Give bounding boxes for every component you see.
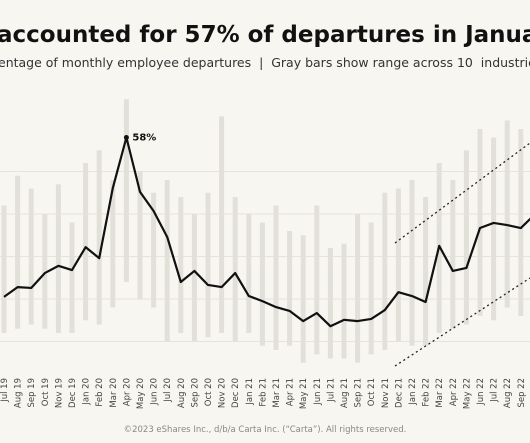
x-tick-label: Oct 20 xyxy=(204,378,214,406)
range-bar xyxy=(83,163,89,321)
x-tick-label: Mar 21 xyxy=(272,378,282,408)
x-tick-label: Oct 21 xyxy=(367,378,377,406)
x-tick-label: Jun 22 xyxy=(476,378,486,406)
x-tick-label: Feb 20 xyxy=(95,378,105,407)
value-label: 58% xyxy=(132,133,156,144)
range-bar xyxy=(327,248,333,359)
x-tick-label: Jul 22 xyxy=(490,378,500,403)
x-tick-label: Apr 20 xyxy=(122,378,132,406)
range-bar xyxy=(368,222,374,355)
x-tick-label: Feb 22 xyxy=(422,378,432,407)
x-tick-label: Dec 20 xyxy=(231,378,241,408)
range-bar xyxy=(314,205,320,355)
range-bar xyxy=(287,231,293,346)
x-tick-label: May 20 xyxy=(136,378,146,409)
range-bar xyxy=(205,192,211,338)
range-bar xyxy=(518,129,524,316)
x-tick-label: Oct 19 xyxy=(41,378,51,406)
x-tick-label: May 21 xyxy=(299,378,309,409)
x-tick-label: Jul 20 xyxy=(163,378,173,403)
x-tick-label: May 22 xyxy=(462,378,472,409)
range-bar xyxy=(382,192,388,350)
x-tick-label: Aug 21 xyxy=(340,378,350,408)
range-bar xyxy=(178,197,184,333)
data-line xyxy=(3,136,530,328)
range-bar xyxy=(395,188,401,342)
range-bar xyxy=(42,214,48,329)
x-tick-label: Dec 19 xyxy=(68,378,78,408)
range-bar xyxy=(273,205,279,350)
range-bar xyxy=(246,214,252,333)
x-tick-label: Aug 20 xyxy=(177,378,187,408)
range-bar xyxy=(164,180,170,342)
range-bar xyxy=(300,235,306,363)
x-tick-label: Sep 22 xyxy=(517,378,527,408)
range-bar xyxy=(123,99,129,282)
chart-title: accounted for 57% of departures in Janua… xyxy=(0,22,530,48)
x-tick-label: Jun 21 xyxy=(313,378,323,406)
x-tick-label: Apr 22 xyxy=(449,378,459,406)
range-bar xyxy=(491,137,497,321)
x-tick-label: Jan 22 xyxy=(408,378,418,406)
x-tick-label: Nov 19 xyxy=(54,378,64,408)
x-tick-label: Nov 20 xyxy=(218,378,228,408)
x-tick-label: Mar 20 xyxy=(109,378,119,408)
x-tick-label: Sep 19 xyxy=(27,378,37,408)
x-tick-label: Jan 20 xyxy=(82,378,92,406)
range-bar xyxy=(232,197,238,342)
range-bar xyxy=(463,150,469,325)
range-bar xyxy=(409,180,415,346)
x-tick-label: Sep 20 xyxy=(190,378,200,408)
plot-area: Jul 19 Aug 19 Sep 19 Oct 19 Nov 19 Dec 19 Jan … xyxy=(0,99,530,409)
x-tick-label: Nov 21 xyxy=(381,378,391,408)
range-bar xyxy=(219,116,225,333)
x-tick-label: Aug 22 xyxy=(503,378,513,408)
x-tick-label: Sep 21 xyxy=(354,378,364,408)
footer: ©2023 eShares Inc., d/b/a Carta Inc. (“C… xyxy=(124,425,407,435)
point xyxy=(123,135,129,140)
range-bar xyxy=(110,180,116,308)
x-tick-label: Jul 21 xyxy=(326,378,336,403)
range-bar xyxy=(69,222,75,333)
range-bar xyxy=(477,129,483,316)
x-tick-label: Dec 21 xyxy=(394,378,404,408)
x-tick-label: Aug 19 xyxy=(14,378,24,408)
x-tick-label: Jul 19 xyxy=(0,378,10,403)
x-tick-label: Jun 20 xyxy=(150,378,160,406)
range-bar xyxy=(1,205,7,333)
trend-guide xyxy=(394,277,530,367)
range-bar xyxy=(96,150,102,325)
range-bar xyxy=(151,192,157,308)
range-bar xyxy=(28,188,34,325)
x-tick-label: Apr 21 xyxy=(286,378,296,406)
range-bar xyxy=(341,243,347,359)
range-bar xyxy=(137,171,143,299)
x-tick-label: Jan 21 xyxy=(245,378,255,406)
x-tick-label: Mar 22 xyxy=(435,378,445,408)
chart-subtitle: entage of monthly employee departures | … xyxy=(0,55,530,70)
range-bar xyxy=(55,184,61,333)
range-bar xyxy=(259,222,265,346)
range-bar xyxy=(450,180,456,329)
range-bar xyxy=(423,197,429,346)
x-tick-label: Feb 21 xyxy=(258,378,268,407)
range-bar xyxy=(504,120,510,308)
trend-guide xyxy=(394,142,530,244)
range-bar xyxy=(15,175,21,329)
range-bar xyxy=(355,214,361,363)
range-bar xyxy=(191,214,197,342)
